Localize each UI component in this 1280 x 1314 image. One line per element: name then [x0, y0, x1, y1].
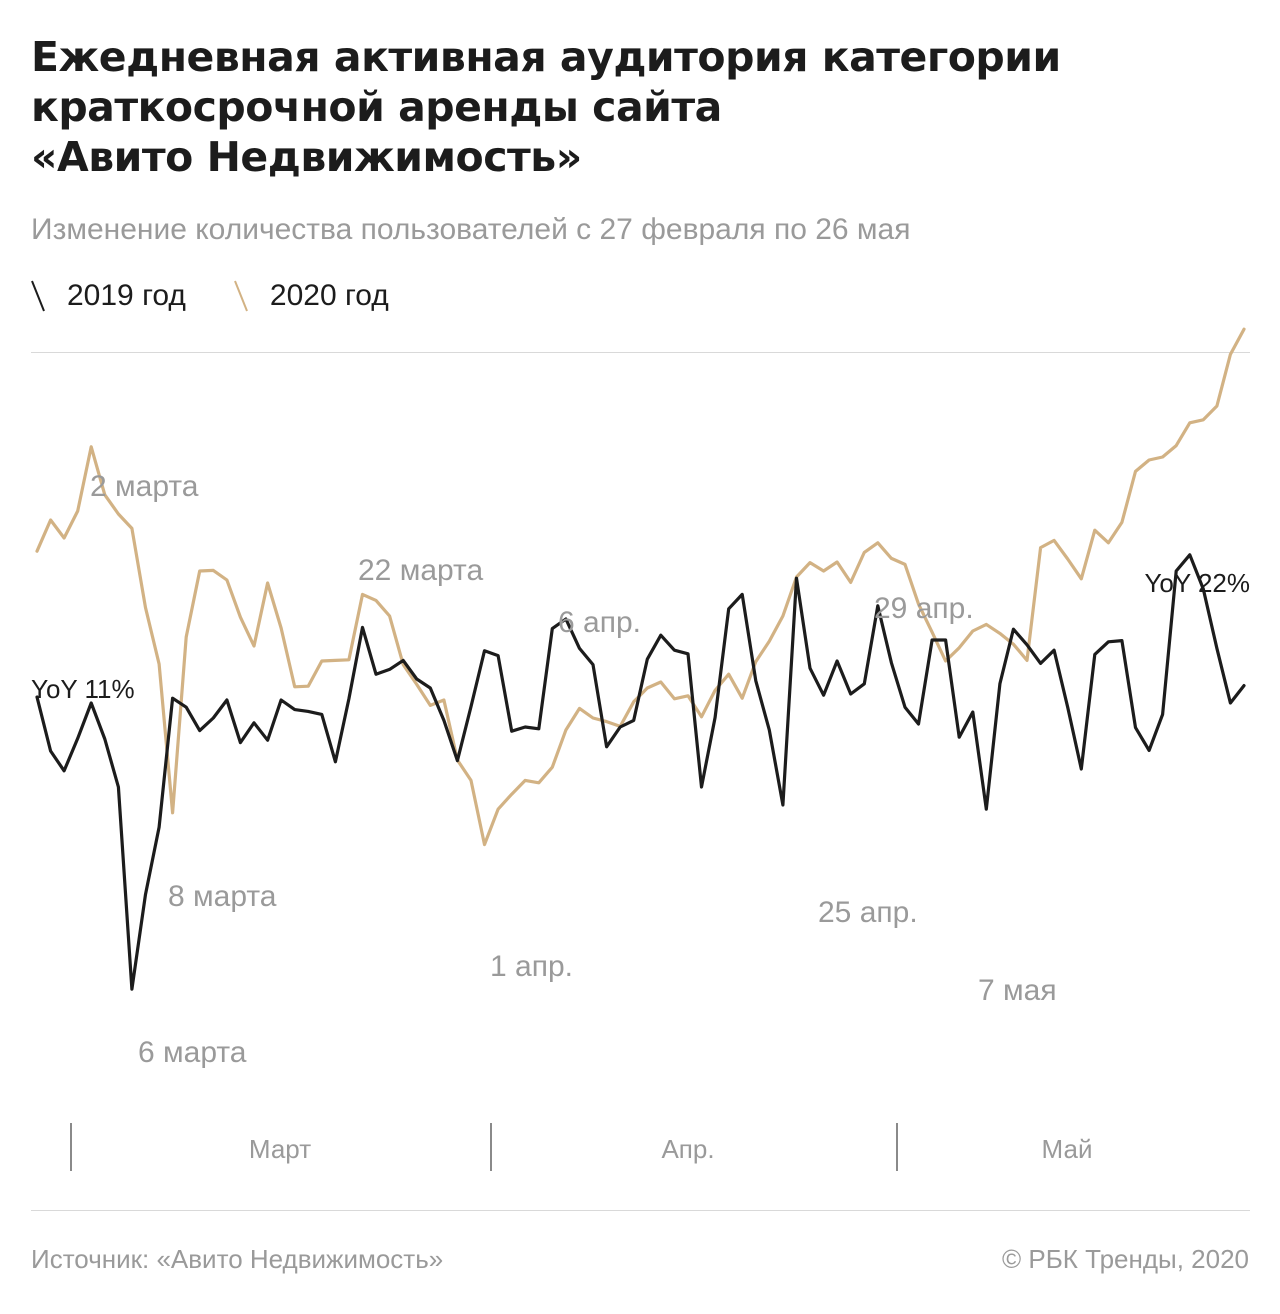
top-divider [31, 352, 1250, 353]
annotation-label: 29 апр. [874, 592, 974, 625]
annotation-label: 22 марта [358, 554, 483, 587]
legend-label-2020: 2020 год [269, 279, 389, 312]
bottom-divider [31, 1210, 1250, 1211]
annotation-label: 6 апр. [558, 606, 641, 639]
copyright-note: © РБК Тренды, 2020 [1002, 1244, 1249, 1274]
x-tick-label: Апр. [661, 1134, 714, 1164]
legend-swatch-2019 [31, 279, 45, 313]
annotation-label: 25 апр. [818, 896, 918, 929]
annotation-label: 8 марта [168, 880, 277, 913]
series-line-2019-год [35, 553, 1246, 991]
annotation-label: YoY 11% [31, 674, 135, 704]
x-tick-label: Май [1042, 1134, 1093, 1164]
series-line-2020-год [35, 327, 1246, 847]
annotation-label: 2 марта [90, 470, 199, 503]
legend-item-2020: 2020 год [233, 279, 389, 313]
chart-title: Ежедневная активная аудитория категории … [31, 32, 1231, 182]
chart-title-line: Ежедневная активная аудитория категории [31, 33, 1061, 81]
annotation-label: 7 мая [978, 974, 1057, 1007]
legend-label-2019: 2019 год [67, 279, 186, 312]
annotation-label: 1 апр. [490, 950, 573, 983]
legend-item-2019: 2019 год [31, 279, 186, 313]
x-tick-label: Март [249, 1134, 311, 1164]
annotation-label: YoY 22% [1144, 568, 1250, 598]
chart-title-line: краткосрочной аренды сайта [31, 83, 722, 131]
chart-subtitle: Изменение количества пользователей с 27 … [31, 213, 911, 246]
chart-title-line: «Авито Недвижимость» [31, 133, 582, 181]
legend: 2019 год 2020 год [31, 276, 437, 316]
legend-swatch-2020 [233, 279, 248, 313]
source-note: Источник: «Авито Недвижимость» [31, 1244, 444, 1274]
annotation-label: 6 марта [138, 1036, 247, 1069]
